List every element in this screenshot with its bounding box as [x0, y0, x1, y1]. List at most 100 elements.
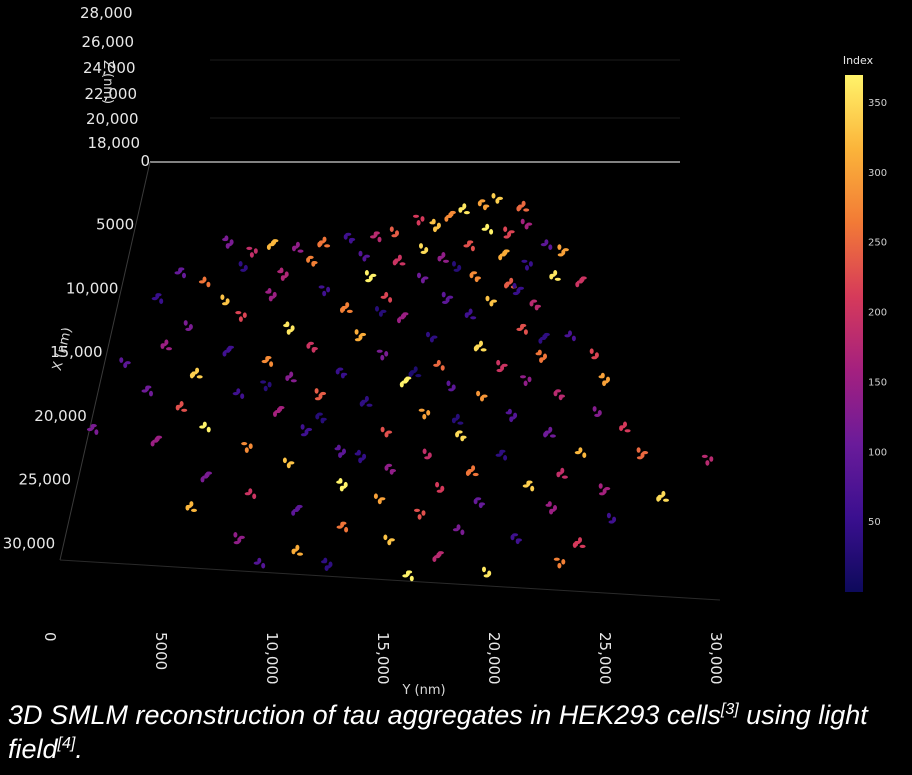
- y-dim-tick-label: 15,000: [374, 632, 392, 685]
- data-point: [282, 457, 295, 469]
- data-point: [321, 557, 333, 571]
- data-point: [510, 533, 522, 545]
- data-point: [336, 521, 349, 533]
- data-point: [553, 389, 565, 401]
- data-point: [446, 380, 456, 392]
- y-dim-tick-label: 30,000: [707, 632, 725, 685]
- data-point: [451, 413, 464, 425]
- data-point: [572, 537, 586, 549]
- x-dim-tick-label: 5000: [96, 216, 134, 234]
- data-point: [160, 339, 172, 351]
- caption-ref-1: [3]: [720, 701, 739, 718]
- data-point: [419, 243, 429, 254]
- y-dim-tick-label: 5000: [152, 632, 170, 670]
- data-point: [553, 557, 566, 569]
- z-axis-ticks: 18,000 20,000 22,000 24,000 26,000 28,000: [80, 4, 140, 152]
- data-point: [151, 293, 164, 305]
- colorbar-tick-label: 150: [868, 377, 887, 388]
- data-point: [465, 465, 479, 477]
- x-dim-tick-label: 0: [140, 152, 150, 170]
- data-point: [529, 299, 541, 311]
- data-point: [482, 566, 492, 578]
- data-point: [418, 408, 431, 420]
- data-point: [291, 504, 303, 516]
- data-point: [119, 357, 131, 369]
- data-point: [498, 249, 510, 261]
- data-point: [334, 444, 346, 459]
- caption-end: .: [75, 734, 83, 764]
- data-point: [238, 261, 248, 272]
- data-point: [564, 330, 576, 342]
- data-point: [318, 285, 331, 297]
- z-tick-label: 24,000: [83, 59, 136, 77]
- data-point: [364, 270, 377, 283]
- data-point: [384, 463, 396, 475]
- data-point: [175, 401, 188, 412]
- data-point: [452, 524, 465, 536]
- data-point: [314, 388, 327, 401]
- data-point: [265, 288, 277, 302]
- data-point: [300, 424, 313, 437]
- data-point: [516, 323, 528, 335]
- data-point: [246, 246, 258, 258]
- data-point: [437, 252, 449, 263]
- data-point: [283, 321, 295, 335]
- data-point: [370, 231, 382, 243]
- data-point: [233, 532, 245, 545]
- data-point: [606, 512, 617, 524]
- data-point: [481, 223, 494, 235]
- data-point: [575, 276, 587, 288]
- data-point: [253, 557, 266, 569]
- data-point: [185, 501, 197, 512]
- caption-middle: using light field: [8, 700, 868, 764]
- z-tick-label: 26,000: [82, 33, 135, 51]
- z-tick-label: 18,000: [88, 134, 141, 152]
- data-point: [141, 385, 153, 397]
- data-point: [359, 395, 373, 407]
- y-dim-tick-label: 10,000: [263, 632, 281, 685]
- data-point: [174, 267, 186, 279]
- data-point: [476, 390, 488, 402]
- data-point: [485, 295, 497, 307]
- data-point: [402, 570, 414, 582]
- data-point: [656, 490, 669, 502]
- colorbar-title: Index: [843, 54, 874, 67]
- y-dim-tick-label: 0: [41, 632, 59, 642]
- data-point: [426, 331, 438, 343]
- data-point: [458, 203, 470, 215]
- colorbar-tick-label: 350: [868, 98, 887, 109]
- data-point: [417, 272, 429, 284]
- z-tick-label: 22,000: [85, 85, 138, 103]
- data-point: [273, 406, 285, 417]
- data-point: [535, 349, 547, 364]
- data-point: [397, 312, 409, 324]
- data-point: [504, 277, 517, 289]
- data-point: [452, 261, 462, 272]
- z-axis-title: Z (nm): [100, 60, 115, 104]
- data-point: [285, 371, 297, 383]
- data-point: [520, 375, 532, 387]
- data-point: [516, 200, 530, 212]
- data-point: [198, 276, 211, 288]
- z-tick-label: 20,000: [86, 110, 139, 128]
- data-point: [435, 481, 445, 493]
- data-point: [520, 218, 533, 230]
- data-point: [598, 372, 610, 387]
- data-point: [354, 449, 367, 464]
- data-point: [522, 480, 535, 492]
- points-layer: [86, 193, 714, 582]
- data-point: [392, 254, 406, 266]
- data-point: [222, 345, 234, 357]
- x-dim-tick-label: 30,000: [3, 534, 56, 552]
- data-point: [336, 478, 348, 492]
- data-point: [444, 210, 456, 222]
- data-point: [473, 497, 486, 509]
- data-point: [441, 291, 454, 304]
- data-point: [199, 421, 211, 433]
- data-point: [317, 236, 331, 248]
- data-point: [376, 349, 389, 361]
- data-point: [340, 302, 353, 313]
- data-point: [701, 454, 714, 466]
- data-point: [232, 388, 245, 400]
- data-point: [292, 241, 304, 253]
